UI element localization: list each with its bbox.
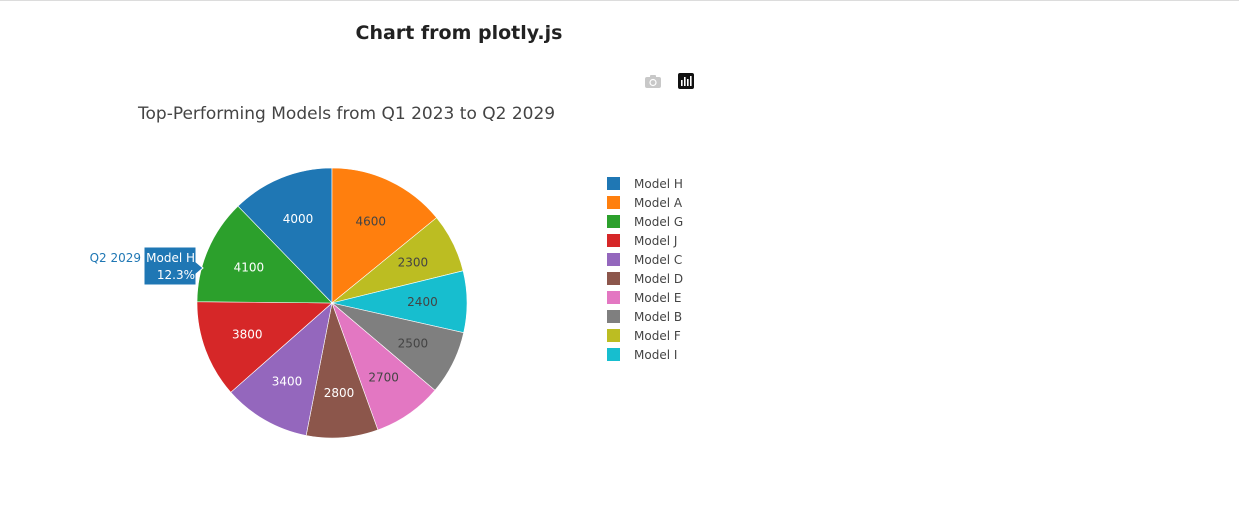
legend-item-model-c[interactable]: Model C	[607, 253, 682, 267]
legend-label: Model D	[634, 272, 683, 286]
legend-swatch	[607, 253, 620, 266]
legend-swatch	[607, 291, 620, 304]
legend-item-model-b[interactable]: Model B	[607, 310, 682, 324]
slice-value-label: 4100	[234, 260, 265, 274]
pie-slice-model-g[interactable]	[196, 205, 333, 304]
slice-value-label: 2700	[368, 370, 399, 384]
slice-value-label: 3400	[272, 374, 303, 388]
slice-value-label: 2400	[407, 295, 438, 309]
legend-item-model-a[interactable]: Model A	[607, 196, 683, 210]
pie-slice-model-h[interactable]	[237, 167, 333, 304]
plotly-logo-icon[interactable]	[675, 70, 697, 92]
slice-value-label: 3800	[232, 328, 263, 342]
legend-swatch	[607, 215, 620, 228]
legend-swatch	[607, 329, 620, 342]
legend-item-model-i[interactable]: Model I	[607, 348, 677, 362]
slice-value-label: 4600	[356, 214, 387, 228]
legend-label: Model F	[634, 329, 681, 343]
pie-slices	[196, 167, 468, 439]
legend-label: Model H	[634, 177, 683, 191]
legend-label: Model I	[634, 348, 677, 362]
hover-box	[143, 246, 204, 286]
legend-swatch	[607, 234, 620, 247]
legend-label: Model A	[634, 196, 683, 210]
legend-label: Model B	[634, 310, 682, 324]
slice-value-label: 2300	[398, 256, 429, 270]
legend: Model H Model A Model G Model J Model C Model…	[607, 177, 683, 362]
pie-slice-model-a[interactable]	[331, 167, 438, 304]
legend-item-model-h[interactable]: Model H	[607, 177, 683, 191]
legend-swatch	[607, 310, 620, 323]
slice-value-label: 4000	[283, 212, 314, 226]
pie-slice-model-c[interactable]	[230, 302, 333, 436]
legend-swatch	[607, 272, 620, 285]
hover-percent: 12.3%	[157, 268, 195, 282]
legend-item-model-g[interactable]: Model G	[607, 215, 683, 229]
top-divider	[0, 0, 1239, 1]
hover-series-label: Q2 2029	[90, 251, 141, 265]
legend-item-model-f[interactable]: Model F	[607, 329, 681, 343]
pie-slice-model-j[interactable]	[196, 301, 333, 393]
legend-item-model-j[interactable]: Model J	[607, 234, 677, 248]
pie-slice-labels: 4000 4600 2300 2400 2500 2700 2800 3400 3800 4100	[232, 212, 438, 400]
legend-item-model-e[interactable]: Model E	[607, 291, 681, 305]
legend-swatch	[607, 177, 620, 190]
legend-item-model-d[interactable]: Model D	[607, 272, 683, 286]
page-title: Chart from plotly.js	[355, 22, 563, 44]
hover-tooltip: Q2 2029 Model H 12.3%	[90, 246, 204, 286]
legend-label: Model J	[634, 234, 677, 248]
legend-label: Model C	[634, 253, 682, 267]
legend-swatch	[607, 196, 620, 209]
slice-value-label: 2500	[398, 336, 429, 350]
hover-slice-label: Model H	[146, 251, 195, 265]
legend-swatch	[607, 348, 620, 361]
legend-label: Model G	[634, 215, 683, 229]
legend-label: Model E	[634, 291, 681, 305]
chart-title: Top-Performing Models from Q1 2023 to Q2…	[137, 104, 555, 124]
camera-icon[interactable]	[642, 70, 664, 92]
slice-value-label: 2800	[324, 386, 355, 400]
